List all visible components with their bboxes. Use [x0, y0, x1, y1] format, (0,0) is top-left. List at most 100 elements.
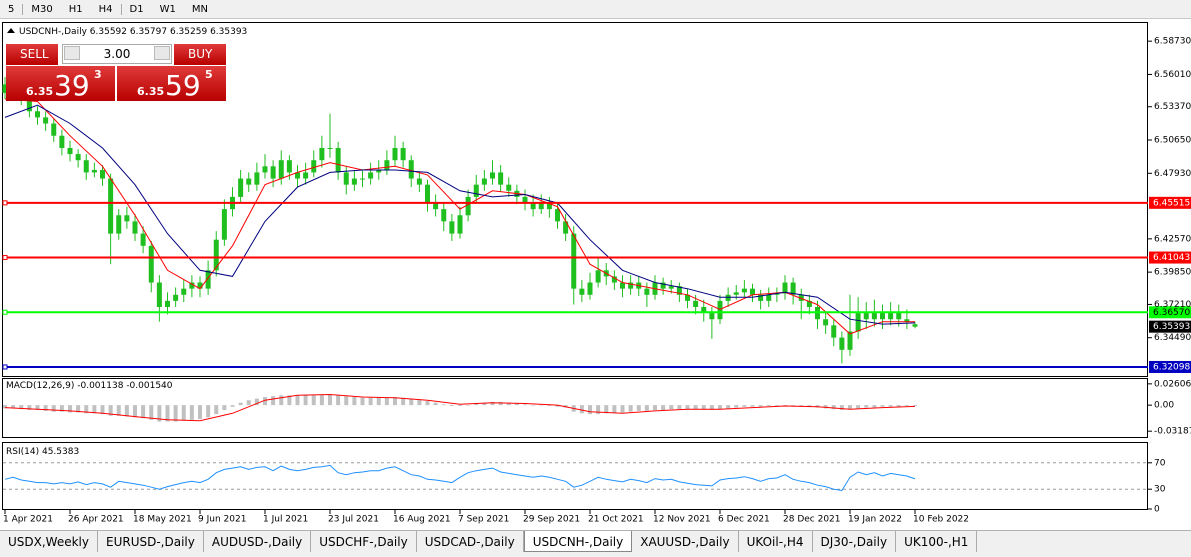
- histogram-bar: [27, 405, 32, 411]
- price-small: 5: [205, 68, 213, 81]
- histogram-bar: [376, 397, 381, 406]
- candle-body: [473, 184, 479, 197]
- histogram-bar: [872, 405, 877, 408]
- timeframe-button[interactable]: H4: [98, 3, 113, 15]
- histogram-bar: [579, 405, 584, 414]
- candle-body: [132, 221, 138, 234]
- candle-body: [668, 286, 674, 289]
- chart-tab[interactable]: USDCAD-,Daily: [417, 531, 524, 552]
- candle-body: [189, 282, 195, 289]
- candle-body: [806, 300, 812, 308]
- candle-body: [384, 160, 390, 170]
- one-click-trading: SELL 3.00 BUY 6.35 39 3 6.35 59 5: [6, 44, 226, 101]
- sell-button[interactable]: SELL: [6, 44, 58, 65]
- chart-tab[interactable]: USDCHF-,Daily: [311, 531, 417, 552]
- y-tick-label: 0.02606: [1154, 379, 1191, 389]
- candle-body: [376, 169, 382, 173]
- y-tick-label: 6.50650: [1154, 136, 1191, 146]
- histogram-bar: [482, 402, 487, 406]
- histogram-bar: [401, 397, 406, 406]
- histogram-bar: [108, 405, 113, 416]
- histogram-bar: [880, 405, 885, 407]
- candle-body: [912, 324, 918, 327]
- histogram-bar: [254, 398, 259, 406]
- collapse-icon[interactable]: [7, 28, 15, 33]
- histogram-bar: [238, 402, 243, 406]
- candle-body: [327, 147, 333, 149]
- candle-body: [709, 313, 715, 320]
- histogram-bar: [3, 405, 7, 409]
- chart-background: [0, 19, 1191, 530]
- y-tick-label: -0.03187: [1154, 427, 1191, 437]
- rsi-panel-border: [2, 442, 1148, 510]
- x-tick-label: 7 Sep 2021: [458, 515, 509, 525]
- level-handle: [2, 309, 8, 315]
- histogram-bar: [409, 398, 414, 406]
- price-small: 3: [94, 68, 102, 81]
- x-tick-label: 6 Dec 2021: [718, 515, 770, 525]
- timeframe-button[interactable]: D1: [120, 3, 152, 15]
- candle-body: [319, 147, 325, 161]
- buy-price[interactable]: 6.35 59 5: [117, 66, 226, 101]
- candle-body: [733, 292, 739, 295]
- histogram-bar: [506, 402, 511, 406]
- histogram-bar: [547, 405, 552, 406]
- candle-body: [685, 294, 690, 301]
- candle-body: [871, 313, 877, 320]
- macd-panel-border: [2, 378, 1148, 438]
- price-label: 6.41043: [1153, 253, 1190, 263]
- candle-body: [392, 147, 398, 161]
- chart-tab[interactable]: EURUSD-,Daily: [98, 531, 204, 552]
- candle-body: [213, 239, 219, 271]
- histogram-bar: [774, 405, 779, 406]
- histogram-bar: [214, 405, 219, 415]
- histogram-bar: [514, 403, 519, 406]
- candle-body: [335, 147, 341, 173]
- candle-body: [295, 172, 300, 179]
- histogram-bar: [124, 405, 129, 417]
- timeframe-button[interactable]: 5: [8, 3, 15, 15]
- candle-body: [221, 209, 227, 240]
- candle-body: [246, 178, 252, 185]
- histogram-bar: [271, 396, 276, 406]
- x-tick-label: 1 Jul 2021: [263, 515, 308, 525]
- timeframe-button[interactable]: H1: [68, 3, 83, 15]
- chart-tab[interactable]: DJ30-,Daily: [813, 531, 897, 552]
- histogram-bar: [173, 405, 178, 422]
- histogram-bar: [661, 405, 666, 411]
- chart-tab[interactable]: XAUUSD-,Daily: [632, 531, 739, 552]
- volume-down[interactable]: [64, 46, 80, 60]
- candle-body: [368, 172, 374, 179]
- candle-body: [165, 300, 170, 308]
- timeframe-button[interactable]: MN: [191, 3, 208, 15]
- candle-body: [43, 117, 49, 124]
- histogram-bar: [100, 405, 105, 415]
- histogram-bar: [653, 405, 657, 411]
- candle-body: [197, 282, 203, 289]
- sell-price[interactable]: 6.35 39 3: [6, 66, 115, 101]
- chart-tab[interactable]: USDX,Weekly: [0, 531, 98, 552]
- candle-body: [563, 221, 569, 234]
- chart-tab[interactable]: UKOil-,H4: [739, 531, 813, 552]
- candle-body: [644, 288, 650, 295]
- chart-tab[interactable]: USDCNH-,Daily: [523, 531, 633, 552]
- candle-body: [100, 169, 105, 179]
- histogram-bar: [222, 405, 227, 411]
- histogram-bar: [596, 405, 601, 415]
- chart-tab[interactable]: AUDUSD-,Daily: [204, 531, 312, 552]
- histogram-bar: [856, 405, 861, 409]
- indicator-name: MACD(12,26,9): [6, 381, 74, 391]
- timeframe-button[interactable]: M30: [22, 3, 60, 15]
- volume-input[interactable]: 3.00: [62, 44, 172, 64]
- histogram-bar: [588, 405, 592, 415]
- buy-button[interactable]: BUY: [174, 44, 226, 65]
- candle-body: [490, 172, 495, 179]
- timeframe-button[interactable]: W1: [159, 3, 176, 15]
- volume-up[interactable]: [154, 46, 170, 60]
- candle-body: [148, 245, 154, 283]
- histogram-bar: [360, 397, 365, 406]
- chart-tab[interactable]: UK100-,H1: [896, 531, 978, 552]
- candle-body: [546, 203, 552, 210]
